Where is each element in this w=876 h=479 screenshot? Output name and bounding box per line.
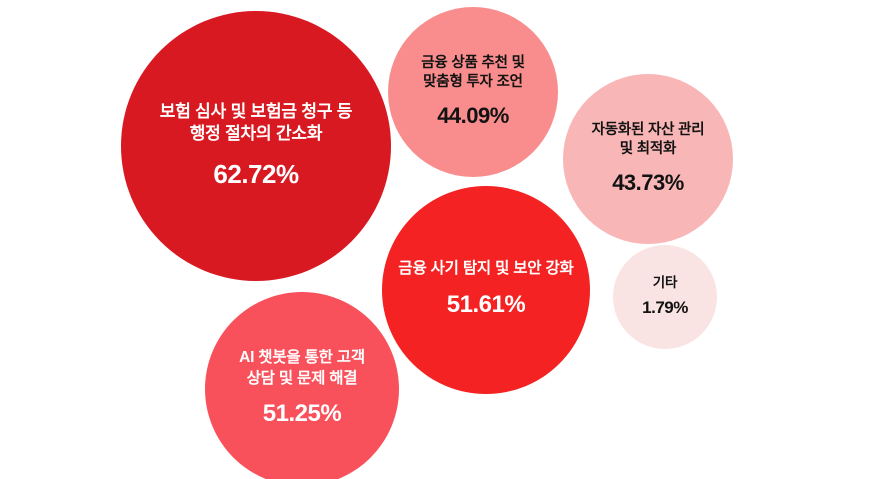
bubble-label: 자동화된 자산 관리 및 최적화 [591,122,705,158]
bubble-value: 62.72% [213,158,299,189]
bubble-label: 보험 심사 및 보험금 청구 등 행정 절차의 간소화 [159,101,353,144]
bubble-etc[interactable]: 기타 1.79% [613,245,717,349]
bubble-label: 금융 상품 추천 및 맞춤형 투자 조언 [421,55,525,91]
bubble-ai-chatbot-customer-service[interactable]: AI 챗봇을 통한 고객 상담 및 문제 해결 51.25% [205,292,399,479]
bubble-value: 43.73% [612,169,684,195]
bubble-automated-asset-management[interactable]: 자동화된 자산 관리 및 최적화 43.73% [563,74,733,244]
bubble-insurance-claims[interactable]: 보험 심사 및 보험금 청구 등 행정 절차의 간소화 62.72% [121,11,391,281]
bubble-value: 1.79% [642,298,688,318]
bubble-value: 51.25% [262,400,342,428]
bubble-value: 51.61% [446,290,526,318]
bubble-label: AI 챗봇을 통한 고객 상담 및 문제 해결 [239,349,365,387]
bubble-fraud-detection-security[interactable]: 금융 사기 탐지 및 보안 강화 51.61% [382,186,590,394]
bubble-label: 기타 [652,275,678,291]
bubble-financial-product-recommendation[interactable]: 금융 상품 추천 및 맞춤형 투자 조언 44.09% [388,7,558,177]
bubble-value: 44.09% [437,102,509,128]
bubble-label: 금융 사기 탐지 및 보안 강화 [398,260,574,278]
